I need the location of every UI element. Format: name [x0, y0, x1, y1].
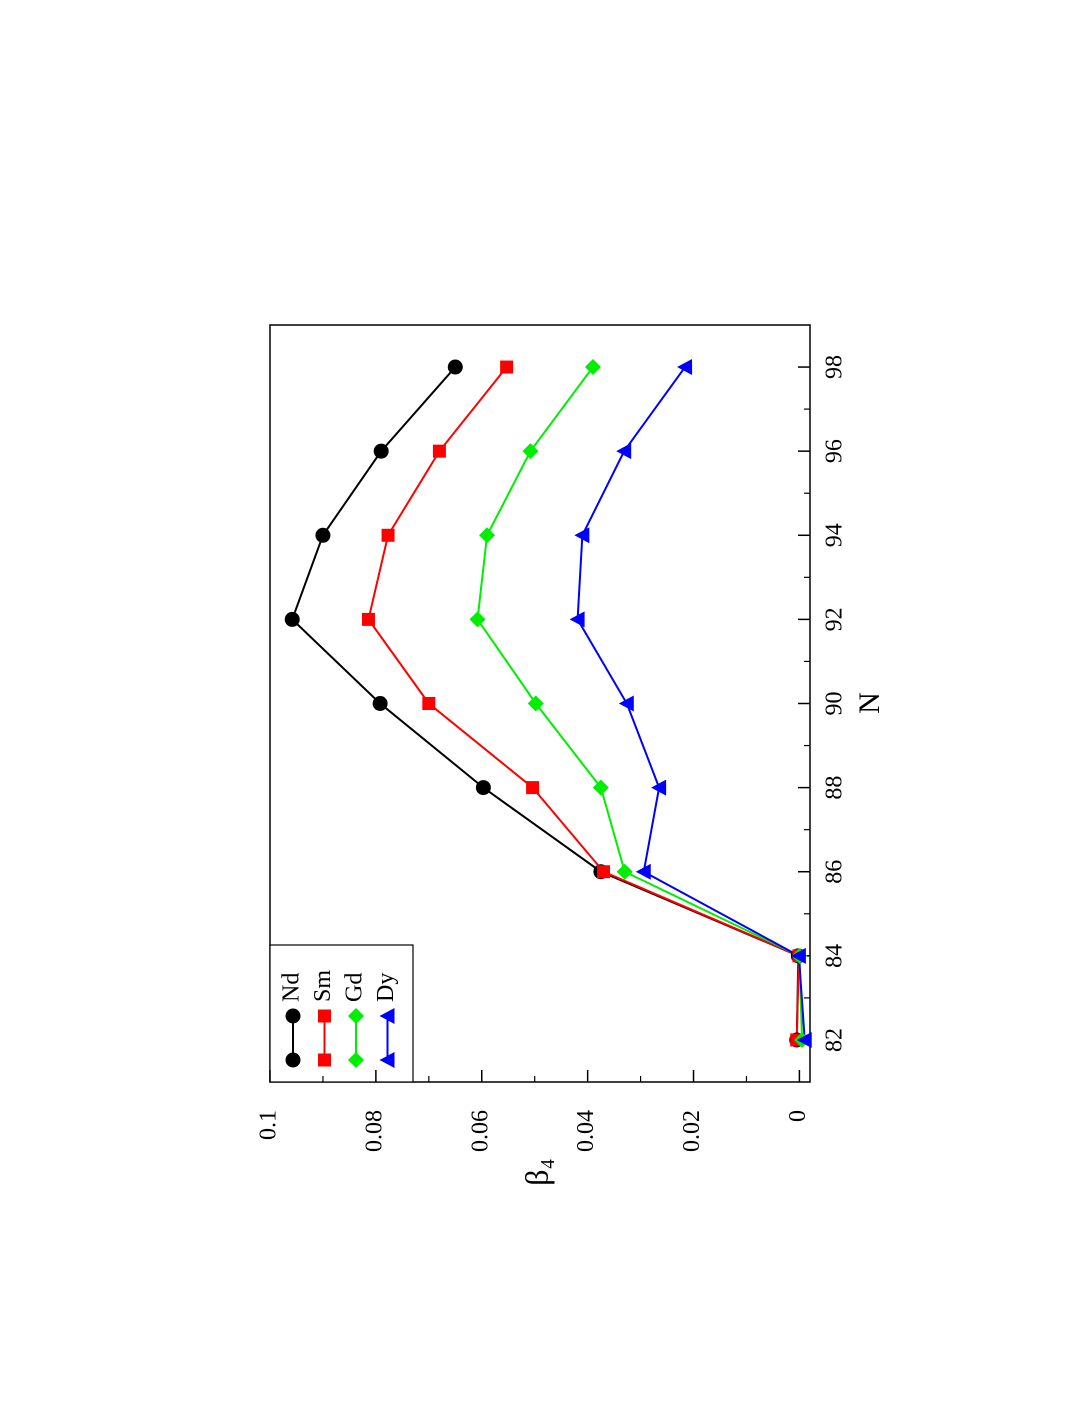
marker	[432, 444, 446, 458]
marker	[584, 359, 601, 376]
marker	[574, 527, 590, 544]
marker	[373, 443, 389, 459]
x-tick-label: 96	[822, 439, 848, 463]
series-line	[476, 366, 804, 1040]
marker	[790, 947, 806, 964]
marker	[318, 1009, 331, 1023]
marker	[527, 695, 544, 712]
series-line	[291, 366, 800, 1040]
series-line	[576, 366, 806, 1041]
marker	[618, 695, 634, 712]
x-tick-label: 94	[822, 523, 848, 547]
legend-label: Nd	[279, 973, 305, 1002]
marker	[348, 1052, 364, 1068]
marker	[361, 612, 375, 626]
marker	[635, 863, 651, 880]
x-tick-label: 90	[822, 692, 848, 716]
marker	[348, 1008, 364, 1024]
y-tick-label: 0.08	[361, 1110, 387, 1152]
y-tick-label: 0.1	[256, 1110, 282, 1140]
marker	[469, 611, 486, 628]
x-tick-label: 88	[822, 776, 848, 800]
marker	[500, 360, 514, 374]
marker	[379, 1008, 395, 1024]
x-tick-label: 98	[822, 355, 848, 379]
y-tick-label: 0.06	[467, 1110, 493, 1152]
legend-label: Gd	[342, 973, 368, 1002]
x-axis-label: N	[853, 692, 886, 714]
marker	[422, 697, 436, 710]
y-tick-label: 0.04	[573, 1110, 599, 1152]
marker	[616, 863, 633, 880]
marker	[285, 1052, 301, 1068]
marker	[597, 865, 611, 879]
marker	[569, 611, 585, 628]
marker	[592, 779, 609, 796]
marker	[475, 780, 491, 796]
marker	[379, 1052, 395, 1068]
marker	[616, 443, 632, 460]
marker	[526, 781, 540, 795]
x-tick-label: 82	[822, 1028, 848, 1052]
y-tick-label: 0.02	[679, 1110, 705, 1152]
marker	[284, 611, 300, 627]
y-tick-label: 0	[785, 1110, 811, 1122]
marker	[677, 359, 693, 376]
marker	[522, 443, 539, 460]
marker	[315, 527, 331, 543]
marker	[318, 1053, 331, 1067]
legend-label: Dy	[373, 973, 399, 1002]
x-tick-label: 84	[822, 944, 848, 968]
marker	[285, 1008, 301, 1024]
y-axis-label: β₄	[518, 1158, 554, 1185]
x-tick-label: 92	[822, 607, 848, 631]
marker	[651, 779, 667, 796]
marker	[447, 359, 463, 375]
legend-label: Sm	[310, 970, 336, 1002]
x-tick-label: 86	[822, 860, 848, 884]
marker	[372, 696, 388, 711]
marker	[479, 527, 496, 544]
marker	[381, 528, 395, 542]
marker	[796, 1031, 812, 1048]
